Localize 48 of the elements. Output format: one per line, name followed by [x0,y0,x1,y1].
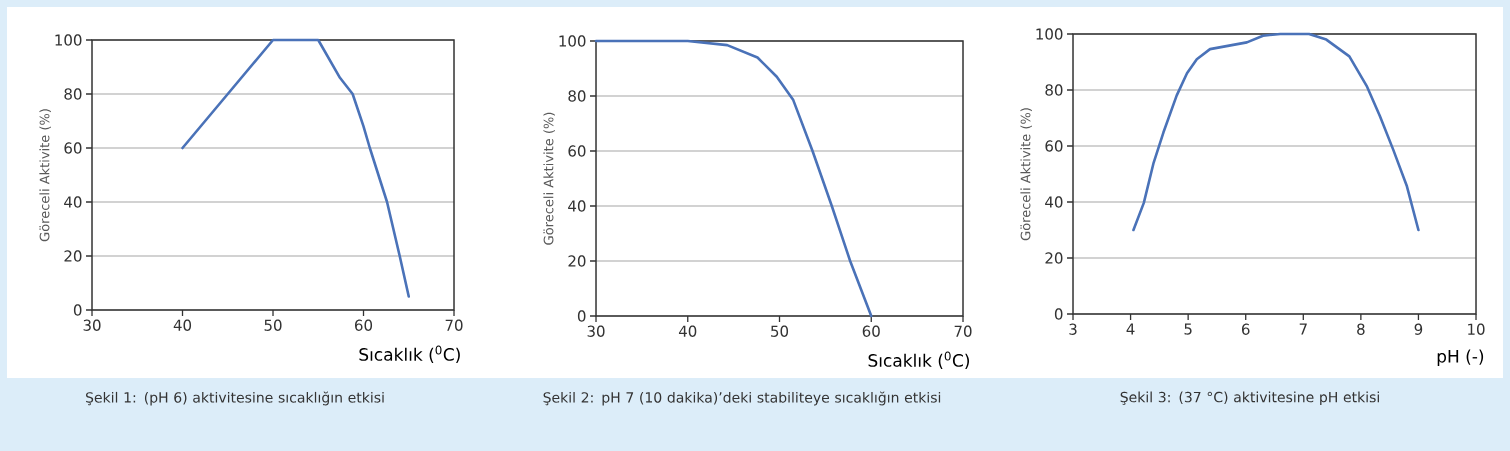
line-series [594,39,873,318]
x-tick-label: 6 [1242,323,1250,335]
y-tick-label: 0 [73,304,82,316]
y-tick-label: 40 [64,196,82,208]
line-series [1132,32,1420,232]
y-tick-label: 60 [1045,140,1063,152]
text: Şekil 1: (pH 6) aktivitesine sıcaklığın etkisi [85,391,384,406]
y-axis-title: Göreceli Aktivite (%) [543,112,555,245]
x-tick-label: 50 [771,325,789,337]
line-series [181,38,411,298]
y-tick-label: 0 [577,310,586,322]
x-tick-label: 3 [1069,323,1077,335]
x-tick-label: 40 [173,319,192,331]
x-tick-label: 40 [678,325,697,337]
y-tick-label: 20 [568,255,586,267]
y-axis-title: Göreceli Aktivite (%) [39,109,51,242]
y-tick-label: 0 [1054,308,1063,320]
y-tick-label: 100 [55,34,82,46]
x-tick-label: 10 [1468,323,1485,335]
y-tick-label: 20 [1045,252,1063,264]
x-tick-label: 5 [1184,323,1192,335]
y-axis-title: Göreceli Aktivite (%) [1020,108,1032,241]
y-tick-label: 80 [1045,84,1063,96]
x-tick-label: 4 [1126,323,1135,335]
y-tick-label: 60 [568,145,586,157]
y-tick-label: 100 [559,35,586,47]
x-tick-label: 70 [445,319,463,331]
y-tick-label: 20 [64,250,82,262]
x-axis-title: pH (-) [1437,349,1484,366]
x-tick-label: 9 [1414,323,1423,335]
x-tick-label: 60 [355,319,373,331]
y-tick-label: 60 [64,142,82,154]
y-tick-label: 80 [64,88,82,100]
y-tick-label: 80 [568,90,586,102]
x-tick-label: 7 [1299,323,1307,335]
x-axis-title: Sıcaklık ($^{0}$C) [359,345,460,363]
y-tick-label: 40 [1045,196,1063,208]
x-tick-label: 70 [954,325,972,337]
x-tick-label: 8 [1357,323,1365,335]
text: Şekil 2: pH 7 (10 dakika)’deki stabiliteye sıcaklığın etkisi [543,391,941,406]
x-tick-label: 50 [264,319,282,331]
x-tick-label: 30 [587,325,605,337]
x-tick-label: 30 [83,319,101,331]
x-tick-label: 60 [862,325,880,337]
text: Şekil 3: (37 °C) aktivitesine pH etkisi [1120,391,1379,406]
y-tick-label: 40 [568,200,586,212]
y-tick-label: 100 [1036,28,1063,40]
x-axis-title: Sıcaklık ($^{0}$C) [868,351,970,369]
